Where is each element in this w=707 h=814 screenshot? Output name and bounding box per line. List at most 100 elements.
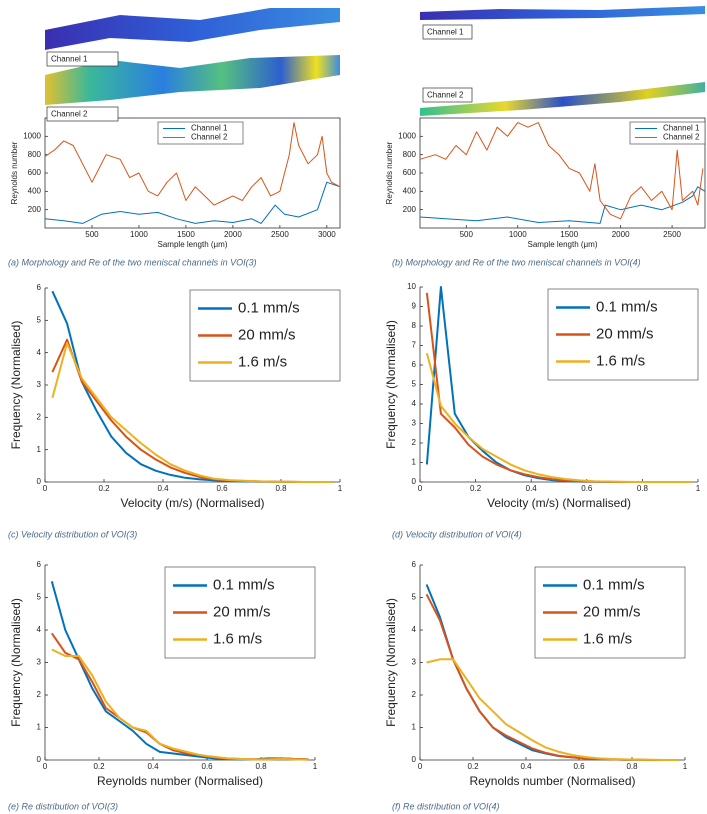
y-tick-label: 1 [412,458,417,467]
y-tick-label: 800 [28,150,42,159]
legend-label: Channel 2 [663,133,700,142]
x-tick-label: 0.6 [216,484,228,493]
y-tick-label: 400 [403,186,417,195]
y-tick-label: 3 [37,380,42,389]
y-axis-label: Reynolds number [10,141,19,204]
y-tick-label: 800 [403,150,417,159]
x-tick-label: 1 [683,762,688,771]
y-tick-label: 0 [412,755,417,764]
y-tick-label: 6 [37,560,42,569]
x-tick-label: 2000 [612,230,630,239]
y-tick-label: 1 [412,723,417,732]
y-tick-label: 1000 [398,131,416,140]
x-tick-label: 0.2 [93,762,105,771]
legend-label: 1.6 m/s [238,353,287,370]
x-tick-label: 1 [696,484,701,493]
caption: (e) Re distribution of VOI(3) [8,801,118,811]
legend-label: Channel 1 [191,124,228,133]
caption: (d) Velocity distribution of VOI(4) [392,529,522,539]
x-tick-label: 1000 [509,230,527,239]
legend-label: 20 mm/s [583,603,641,620]
x-tick-label: 2500 [271,230,289,239]
x-tick-label: 500 [460,230,474,239]
y-tick-label: 5 [412,380,417,389]
y-tick-label: 2 [37,690,42,699]
y-tick-label: 1 [37,723,42,732]
y-tick-label: 200 [403,205,417,214]
y-axis-label: Frequency (Normalised) [9,321,23,450]
x-axis-label: Velocity (m/s) (Normalised) [120,496,264,510]
legend-label: 1.6 m/s [213,630,262,647]
y-tick-label: 6 [412,360,417,369]
x-tick-label: 0.4 [147,762,159,771]
y-tick-label: 4 [412,399,417,408]
y-tick-label: 4 [412,625,417,634]
caption: (b) Morphology and Re of the two menisca… [392,257,641,267]
y-tick-label: 3 [412,419,417,428]
caption: (c) Velocity distribution of VOI(3) [8,529,137,539]
y-tick-label: 7 [412,341,417,350]
y-tick-label: 2 [412,690,417,699]
caption: (f) Re distribution of VOI(4) [392,801,500,811]
x-tick-label: 0 [43,762,48,771]
legend: 0.1 mm/s20 mm/s1.6 m/s [548,289,698,380]
y-tick-label: 4 [37,348,42,357]
y-tick-label: 0 [412,477,417,486]
y-tick-label: 2 [37,412,42,421]
x-axis-label: Sample length (μm) [528,240,598,249]
caption: (a) Morphology and Re of the two menisca… [8,257,257,267]
y-axis-label: Reynolds number [385,141,394,204]
morphology-images [45,6,705,116]
y-tick-label: 1 [37,445,42,454]
x-tick-label: 2000 [224,230,242,239]
x-tick-label: 3000 [318,230,336,239]
x-tick-label: 0.2 [467,762,479,771]
annotation: Channel 2 [427,91,464,100]
legend: 0.1 mm/s 20 mm/s 1.6 m/s [165,567,315,658]
x-tick-label: 500 [85,230,99,239]
x-tick-label: 0.4 [526,484,538,493]
y-tick-label: 2 [412,438,417,447]
x-tick-label: 0.6 [573,762,585,771]
y-tick-label: 5 [412,593,417,602]
legend-label: 20 mm/s [596,325,654,342]
legend-label: 0.1 mm/s [213,576,275,593]
legend-label: 20 mm/s [213,603,271,620]
y-tick-label: 1000 [23,131,41,140]
y-axis-label: Frequency (Normalised) [384,598,398,727]
y-tick-label: 3 [412,658,417,667]
legend-label: 0.1 mm/s [583,576,645,593]
legend-label: 1.6 m/s [583,630,632,647]
y-tick-label: 400 [28,186,42,195]
y-tick-label: 0 [37,477,42,486]
series-line [45,182,340,223]
legend-label: 20 mm/s [238,326,296,343]
legend: 0.1 mm/s 20 mm/s 1.6 m/s [535,567,685,658]
y-tick-label: 0 [37,755,42,764]
x-tick-label: 0.8 [626,762,638,771]
legend-label: 0.1 mm/s [238,299,300,316]
y-tick-label: 9 [412,302,417,311]
figure: 500100015002000250030002004006008001000S… [0,0,707,814]
y-tick-label: 6 [37,283,42,292]
x-tick-label: 0.2 [470,484,482,493]
x-tick-label: 0.4 [520,762,532,771]
legend-label: Channel 2 [191,133,228,142]
x-tick-label: 0.8 [255,762,267,771]
x-tick-label: 0.8 [637,484,649,493]
x-tick-label: 0.6 [201,762,213,771]
x-tick-label: 1 [313,762,318,771]
chart-panel: 50010001500200025002004006008001000Sampl… [385,25,705,267]
x-axis-label: Sample length (μm) [158,240,228,249]
x-axis-label: Velocity (m/s) (Normalised) [487,496,631,510]
y-tick-label: 5 [37,593,42,602]
annotation: Channel 2 [51,110,88,119]
x-tick-label: 0.6 [581,484,593,493]
x-tick-label: 0 [418,484,423,493]
x-tick-label: 0.8 [275,484,287,493]
series-line [52,650,309,760]
